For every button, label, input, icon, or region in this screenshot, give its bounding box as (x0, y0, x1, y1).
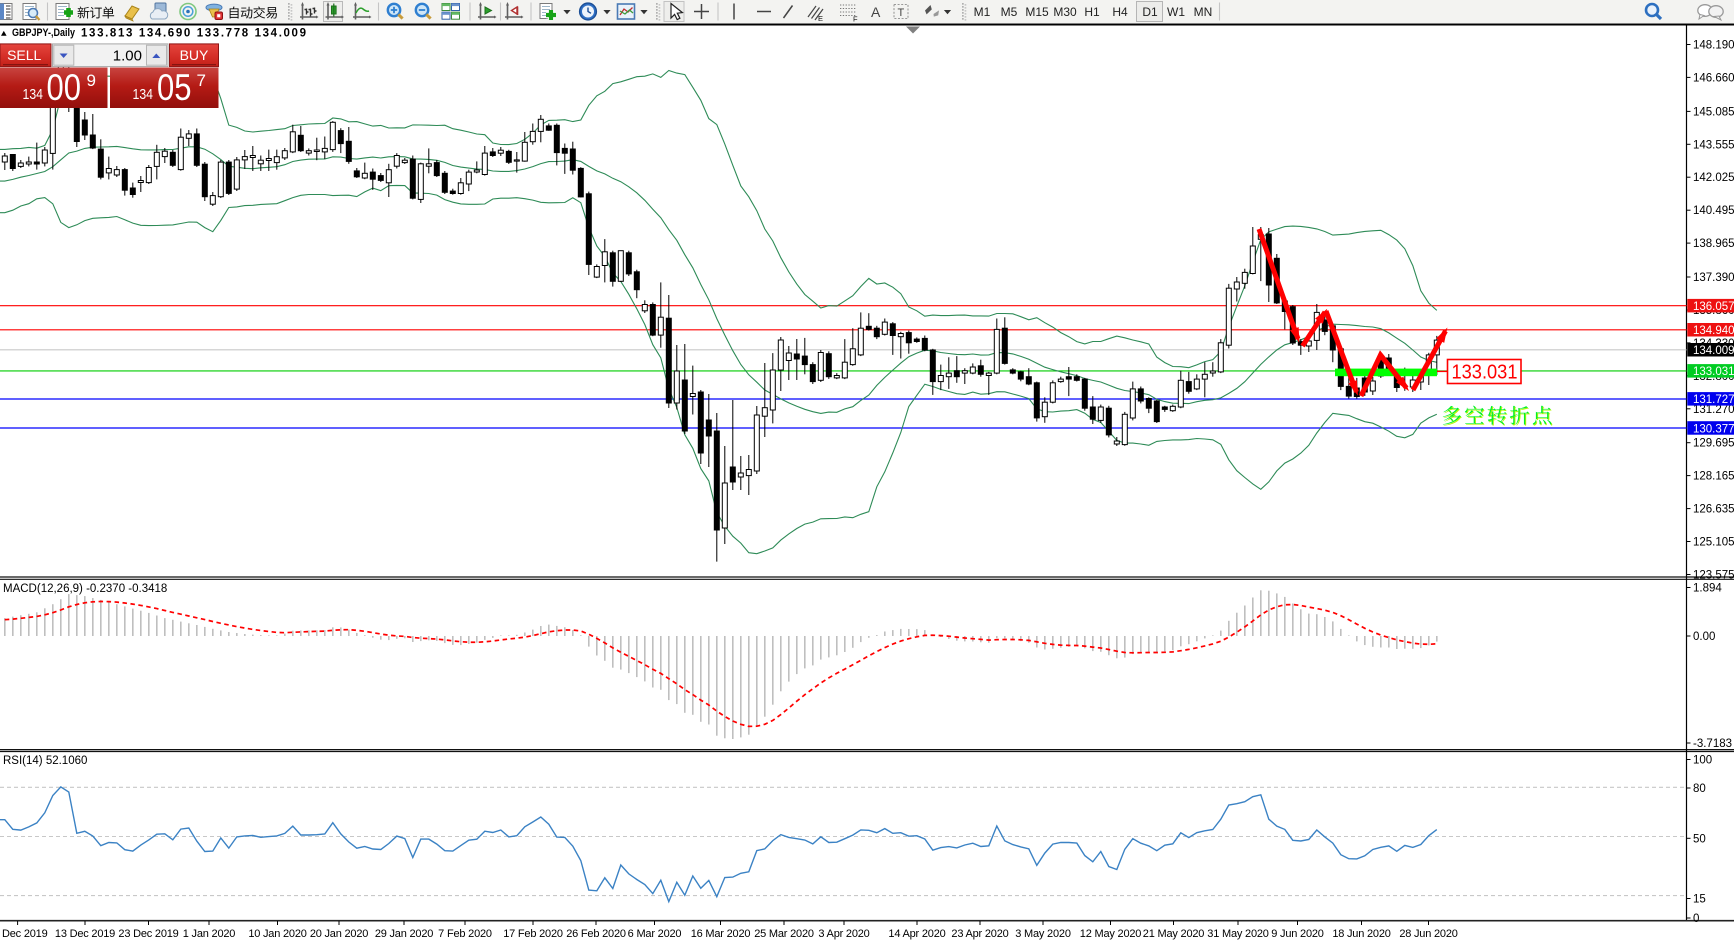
svg-text:M30: M30 (1053, 5, 1077, 19)
svg-text:128.165: 128.165 (1693, 471, 1734, 483)
svg-text:7 Feb 2020: 7 Feb 2020 (438, 928, 492, 940)
svg-text:BUY: BUY (180, 47, 209, 63)
svg-text:134: 134 (133, 87, 154, 103)
svg-text:-3.7183: -3.7183 (1693, 738, 1732, 750)
svg-text:9: 9 (87, 71, 96, 90)
svg-text:130.377: 130.377 (1693, 423, 1734, 435)
svg-text:133.031: 133.031 (1693, 366, 1734, 378)
svg-text:28 Jun 2020: 28 Jun 2020 (1399, 928, 1457, 940)
svg-text:M1: M1 (974, 5, 991, 19)
svg-text:13 Dec 2019: 13 Dec 2019 (55, 928, 115, 940)
svg-text:16 Mar 2020: 16 Mar 2020 (691, 928, 751, 940)
svg-text:133.813 134.690 133.778 134.00: 133.813 134.690 133.778 134.009 (81, 27, 306, 39)
svg-text:145.085: 145.085 (1693, 106, 1734, 118)
svg-text:E: E (818, 14, 823, 23)
svg-text:W1: W1 (1167, 5, 1185, 19)
svg-text:131.270: 131.270 (1693, 404, 1734, 416)
svg-text:148.190: 148.190 (1693, 40, 1734, 52)
svg-text:SELL: SELL (7, 47, 41, 63)
svg-text:131.727: 131.727 (1693, 394, 1734, 406)
svg-text:6 Mar 2020: 6 Mar 2020 (628, 928, 682, 940)
svg-text:29 Jan 2020: 29 Jan 2020 (375, 928, 433, 940)
svg-text:H4: H4 (1112, 5, 1128, 19)
svg-text:H1: H1 (1084, 5, 1100, 19)
svg-text:00: 00 (47, 67, 82, 108)
svg-text:25 Mar 2020: 25 Mar 2020 (754, 928, 814, 940)
svg-text:12 May 2020: 12 May 2020 (1080, 928, 1141, 940)
svg-text:23 Apr 2020: 23 Apr 2020 (951, 928, 1008, 940)
svg-text:31 May 2020: 31 May 2020 (1207, 928, 1268, 940)
svg-text:142.025: 142.025 (1693, 172, 1734, 184)
svg-text:123.575: 123.575 (1693, 570, 1734, 582)
svg-text:9 Jun 2020: 9 Jun 2020 (1271, 928, 1324, 940)
svg-text:26 Feb 2020: 26 Feb 2020 (566, 928, 626, 940)
svg-text:F: F (853, 15, 858, 24)
svg-text:50: 50 (1693, 833, 1706, 845)
svg-text:1 Jan 2020: 1 Jan 2020 (183, 928, 236, 940)
svg-text:20 Jan 2020: 20 Jan 2020 (310, 928, 368, 940)
svg-text:D1: D1 (1142, 5, 1158, 19)
svg-text:MACD(12,26,9) -0.2370 -0.3418: MACD(12,26,9) -0.2370 -0.3418 (3, 583, 167, 595)
svg-text:18 Jun 2020: 18 Jun 2020 (1332, 928, 1390, 940)
svg-text:134: 134 (23, 87, 44, 103)
svg-text:136.057: 136.057 (1693, 301, 1734, 313)
svg-text:21 May 2020: 21 May 2020 (1143, 928, 1204, 940)
svg-text:MN: MN (1194, 5, 1213, 19)
svg-text:10 Jan 2020: 10 Jan 2020 (248, 928, 306, 940)
svg-text:3 Apr 2020: 3 Apr 2020 (818, 928, 869, 940)
svg-text:15: 15 (1693, 894, 1706, 906)
svg-text:3 May 2020: 3 May 2020 (1015, 928, 1071, 940)
svg-text:133.031: 133.031 (1452, 361, 1518, 384)
svg-text:80: 80 (1693, 783, 1706, 795)
svg-text:129.695: 129.695 (1693, 438, 1734, 450)
svg-text:134.940: 134.940 (1693, 325, 1734, 337)
svg-text:M5: M5 (1001, 5, 1018, 19)
svg-text:143.555: 143.555 (1693, 139, 1734, 151)
svg-text:138.965: 138.965 (1693, 238, 1734, 250)
svg-text:GBPJPY-,Daily: GBPJPY-,Daily (12, 27, 76, 39)
svg-text:14 Apr 2020: 14 Apr 2020 (888, 928, 945, 940)
svg-text:RSI(14) 52.1060: RSI(14) 52.1060 (3, 755, 87, 767)
svg-text:7: 7 (197, 71, 206, 90)
svg-text:A: A (871, 4, 881, 20)
svg-text:0: 0 (1693, 913, 1699, 925)
svg-text:1.00: 1.00 (113, 48, 142, 65)
svg-text:T: T (898, 7, 905, 19)
svg-text:134.009: 134.009 (1693, 345, 1734, 357)
svg-text:140.495: 140.495 (1693, 205, 1734, 217)
svg-text:100: 100 (1693, 755, 1712, 767)
svg-text:05: 05 (157, 67, 192, 108)
svg-text:23 Dec 2019: 23 Dec 2019 (118, 928, 178, 940)
svg-text:125.105: 125.105 (1693, 537, 1734, 549)
svg-text:137.390: 137.390 (1693, 272, 1734, 284)
svg-text:0.00: 0.00 (1693, 631, 1715, 643)
svg-text:M15: M15 (1025, 5, 1049, 19)
svg-text:1.894: 1.894 (1693, 583, 1722, 595)
svg-text:Dec 2019: Dec 2019 (2, 928, 48, 940)
svg-text:17 Feb 2020: 17 Feb 2020 (503, 928, 563, 940)
svg-text:126.635: 126.635 (1693, 504, 1734, 516)
svg-text:146.660: 146.660 (1693, 72, 1734, 84)
